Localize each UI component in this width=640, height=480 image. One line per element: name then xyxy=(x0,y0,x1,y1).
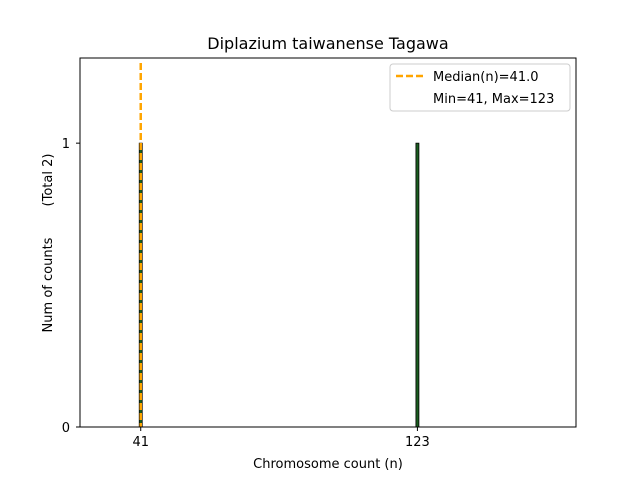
x-tick-label-41: 41 xyxy=(132,435,149,450)
y-tick-label-1: 1 xyxy=(62,137,70,152)
legend-entry-median: Median(n)=41.0 xyxy=(433,70,539,85)
legend-entry-minmax: Min=41, Max=123 xyxy=(433,92,554,107)
y-axis-label: Num of counts xyxy=(41,237,56,332)
x-axis-label: Chromosome count (n) xyxy=(253,457,403,472)
chart-title: Diplazium taiwanense Tagawa xyxy=(207,34,448,53)
x-tick-label-123: 123 xyxy=(405,435,430,450)
y-tick-label-0: 0 xyxy=(62,421,70,436)
legend-box xyxy=(389,63,571,112)
legend: Median(n)=41.0 Min=41, Max=123 xyxy=(389,63,571,112)
plot-area: 41 123 0 1 xyxy=(62,63,430,450)
bar-123 xyxy=(415,142,420,428)
axes-frame xyxy=(79,57,577,428)
y-axis-total-label: (Total 2) xyxy=(41,154,56,207)
